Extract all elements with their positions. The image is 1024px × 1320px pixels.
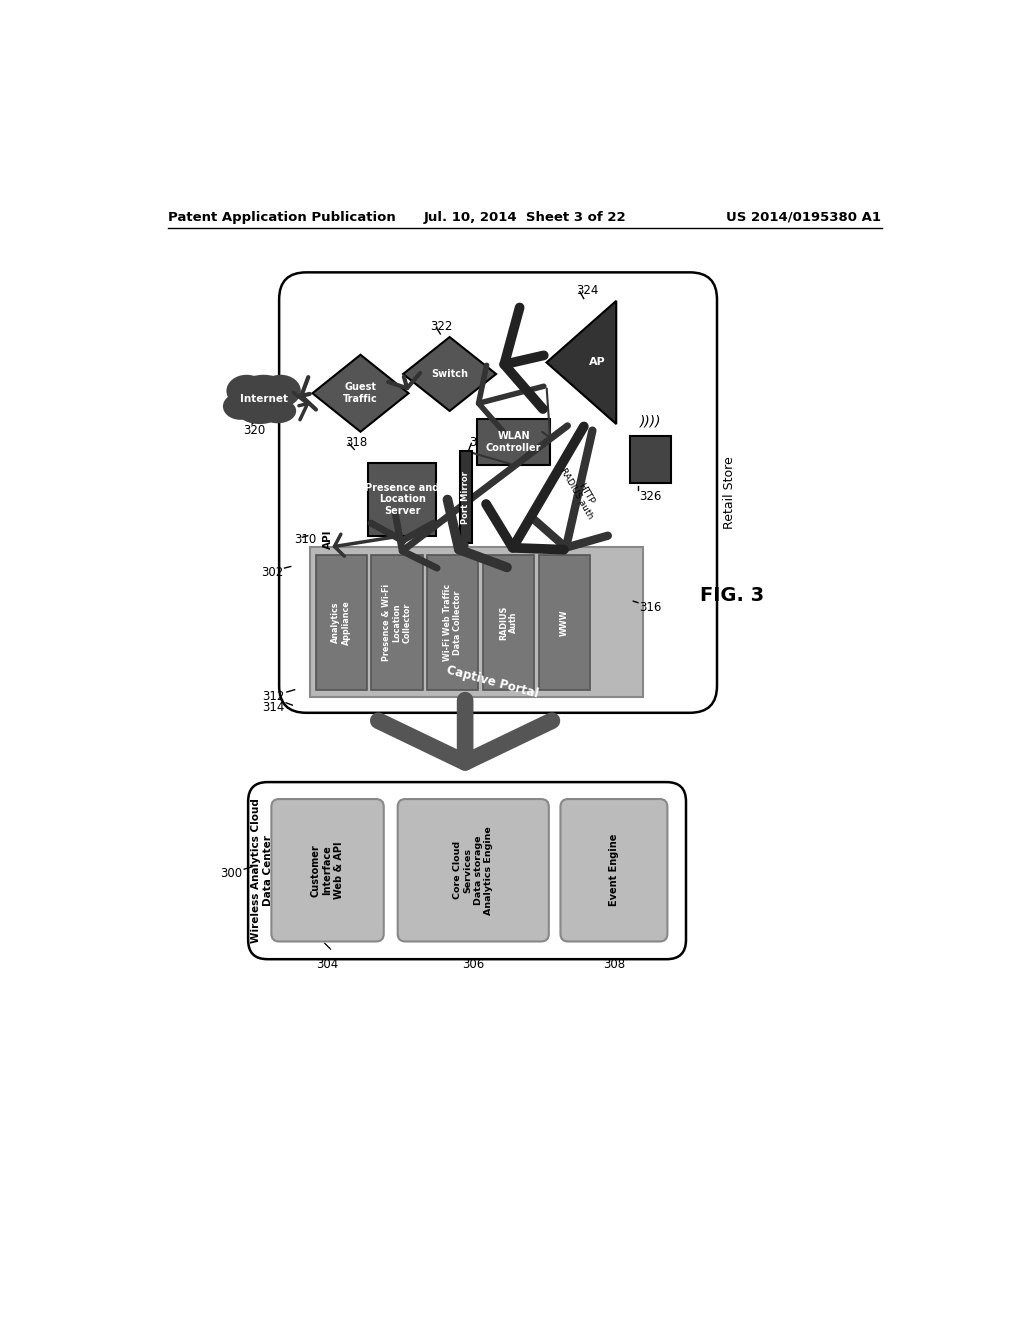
Bar (477, 418, 550, 465)
Text: Switch: Switch (431, 370, 468, 379)
Bar (427, 554, 478, 689)
Text: Port Mirror: Port Mirror (462, 471, 470, 524)
Text: 306: 306 (462, 958, 484, 972)
Text: WWW: WWW (560, 609, 568, 636)
Text: RADIUS auth: RADIUS auth (558, 466, 595, 520)
Text: 320: 320 (243, 424, 265, 437)
Text: Presence & Wi-Fi
Location
Collector: Presence & Wi-Fi Location Collector (382, 583, 412, 661)
Text: Internet: Internet (240, 395, 288, 404)
Text: Presence and
Location
Server: Presence and Location Server (366, 483, 439, 516)
Bar (630, 436, 671, 483)
Text: API: API (323, 529, 333, 549)
Text: WLAN
Controller: WLAN Controller (485, 430, 542, 453)
Ellipse shape (226, 375, 266, 407)
Text: Wi-Fi Web Traffic
Data Collector: Wi-Fi Web Traffic Data Collector (443, 583, 463, 661)
Text: AP: AP (589, 358, 605, 367)
Text: Guest
Traffic: Guest Traffic (343, 383, 378, 404)
Text: 318: 318 (345, 436, 368, 449)
Bar (460, 451, 472, 544)
Polygon shape (547, 301, 616, 424)
Text: Customer
Interface
Web & API: Customer Interface Web & API (311, 842, 344, 899)
Text: Retail Store: Retail Store (723, 457, 736, 529)
Ellipse shape (233, 375, 294, 420)
Text: 326: 326 (640, 490, 662, 503)
Ellipse shape (260, 375, 301, 407)
Bar (539, 554, 590, 689)
FancyBboxPatch shape (248, 781, 686, 960)
Polygon shape (312, 355, 409, 432)
Text: 310: 310 (295, 533, 316, 546)
Bar (372, 554, 423, 689)
Text: 314: 314 (262, 701, 285, 714)
Text: 322: 322 (430, 321, 453, 333)
Text: 328: 328 (469, 436, 492, 449)
Text: Jul. 10, 2014  Sheet 3 of 22: Jul. 10, 2014 Sheet 3 of 22 (424, 211, 626, 224)
Text: 308: 308 (603, 958, 625, 972)
Text: 324: 324 (575, 284, 598, 297)
FancyBboxPatch shape (397, 799, 549, 941)
Text: )))): )))) (640, 414, 662, 429)
FancyBboxPatch shape (280, 272, 717, 713)
Text: Captive Portal: Captive Portal (444, 664, 540, 701)
Polygon shape (403, 337, 496, 411)
Text: 302: 302 (261, 566, 283, 579)
Text: Core Cloud
Services
Data storage
Analytics Engine: Core Cloud Services Data storage Analyti… (454, 826, 494, 915)
Text: Patent Application Publication: Patent Application Publication (168, 211, 396, 224)
Text: 312: 312 (262, 689, 285, 702)
Text: 304: 304 (316, 958, 339, 972)
Ellipse shape (259, 399, 296, 424)
Text: Analytics
Appliance: Analytics Appliance (332, 601, 351, 644)
Text: Event Engine: Event Engine (609, 834, 618, 907)
Bar (310, 548, 643, 697)
Text: HTTP: HTTP (575, 482, 595, 506)
Bar (369, 462, 436, 536)
FancyBboxPatch shape (271, 799, 384, 941)
Text: Wireless Analytics Cloud
Data Center: Wireless Analytics Cloud Data Center (251, 799, 272, 942)
Bar (483, 554, 535, 689)
Text: 300: 300 (220, 867, 243, 880)
Bar (315, 554, 367, 689)
Text: 316: 316 (640, 601, 662, 614)
Text: FIG. 3: FIG. 3 (700, 586, 765, 605)
Ellipse shape (239, 401, 281, 424)
Text: RADIUS
Auth: RADIUS Auth (499, 605, 518, 639)
Ellipse shape (223, 393, 258, 420)
FancyBboxPatch shape (560, 799, 668, 941)
Text: US 2014/0195380 A1: US 2014/0195380 A1 (726, 211, 882, 224)
